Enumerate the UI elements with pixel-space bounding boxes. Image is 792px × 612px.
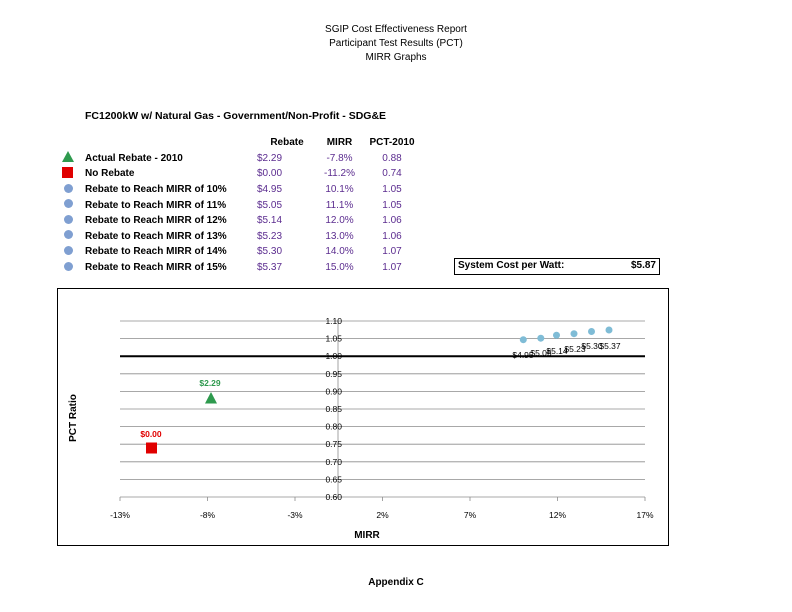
svg-text:$5.37: $5.37 [599, 341, 621, 351]
blue-circle-icon [64, 214, 73, 224]
report-header: SGIP Cost Effectiveness Report Participa… [0, 23, 792, 65]
system-cost-label: System Cost per Watt: [458, 260, 565, 271]
system-cost-value: $5.87 [630, 260, 656, 271]
svg-text:0.70: 0.70 [325, 457, 342, 467]
blue-circle-icon [64, 230, 73, 240]
svg-text:0.90: 0.90 [325, 386, 342, 396]
col-rebate: Rebate [270, 137, 304, 149]
svg-text:0.80: 0.80 [325, 422, 342, 432]
report-title: SGIP Cost Effectiveness Report [325, 24, 467, 35]
svg-text:0.85: 0.85 [325, 404, 342, 414]
svg-text:$5.23: $5.23 [564, 344, 586, 354]
svg-text:$5.05: $5.05 [530, 348, 552, 358]
blue-circle-icon [64, 183, 73, 193]
svg-text:$5.30: $5.30 [581, 341, 603, 351]
table-row: Actual Rebate - 2010 $2.29 -7.8% 0.88 [60, 151, 422, 167]
system-cost-box: System Cost per Watt: $5.87 [454, 258, 660, 275]
svg-text:17%: 17% [636, 510, 653, 520]
appendix-label: Appendix C [368, 577, 424, 588]
report-subtitle: Participant Test Results (PCT) [329, 38, 463, 49]
svg-text:$5.14: $5.14 [546, 346, 568, 356]
mirr-target-labels: $4.95 $5.05 $5.14 $5.23 $5.30 $5.37 [512, 341, 621, 360]
svg-text:-3%: -3% [287, 510, 303, 520]
red-square-icon [62, 166, 73, 178]
results-table: Rebate MIRR PCT-2010 Actual Rebate - 201… [60, 135, 422, 275]
no-rebate-point [146, 442, 157, 454]
blue-circle-icon [64, 199, 73, 209]
table-row: Rebate to Reach MIRR of 15% $5.37 15.0% … [60, 260, 422, 276]
svg-text:12%: 12% [549, 510, 566, 520]
svg-text:7%: 7% [464, 510, 477, 520]
y-tick-labels: 1.10 1.05 1.00 0.95 0.90 0.85 0.80 0.75 … [325, 316, 342, 502]
table-row: Rebate to Reach MIRR of 11% $5.05 11.1% … [60, 197, 422, 213]
scenario-title: FC1200kW w/ Natural Gas - Government/Non… [85, 110, 387, 122]
svg-text:0.60: 0.60 [325, 492, 342, 502]
svg-text:$4.95: $4.95 [512, 350, 534, 360]
blue-circle-icon [64, 261, 73, 271]
y-axis-title: PCT Ratio [68, 394, 79, 442]
svg-text:-8%: -8% [200, 510, 216, 520]
actual-rebate-point-label: $2.29 [199, 378, 221, 388]
x-axis-title: MIRR [354, 530, 380, 541]
table-row: Rebate to Reach MIRR of 13% $5.23 13.0% … [60, 229, 422, 245]
svg-text:0.65: 0.65 [325, 474, 342, 484]
report-section: MIRR Graphs [365, 52, 427, 63]
mirr-target-points [519, 326, 613, 344]
col-pct: PCT-2010 [369, 137, 415, 149]
x-axis-ticks [119, 497, 646, 501]
blue-circle-icon [64, 245, 73, 255]
svg-text:0.95: 0.95 [325, 369, 342, 379]
actual-rebate-point [205, 392, 217, 404]
no-rebate-point-label: $0.00 [140, 429, 162, 439]
x-tick-labels: -13% -8% -3% 2% 7% 12% 17% [110, 510, 654, 520]
svg-text:0.75: 0.75 [325, 439, 342, 449]
table-row: Rebate to Reach MIRR of 14% $5.30 14.0% … [60, 244, 422, 260]
svg-text:-13%: -13% [110, 510, 130, 520]
svg-text:1.10: 1.10 [325, 316, 342, 326]
svg-text:2%: 2% [376, 510, 389, 520]
svg-text:1.05: 1.05 [325, 334, 342, 344]
green-triangle-icon [62, 151, 74, 163]
chart-frame [57, 288, 669, 546]
col-mirr: MIRR [326, 137, 353, 149]
table-row: Rebate to Reach MIRR of 12% $5.14 12.0% … [60, 213, 422, 229]
table-row: No Rebate $0.00 -11.2% 0.74 [60, 166, 422, 182]
table-row: Rebate to Reach MIRR of 10% $4.95 10.1% … [60, 182, 422, 198]
table-header-row: Rebate MIRR PCT-2010 [60, 135, 422, 151]
